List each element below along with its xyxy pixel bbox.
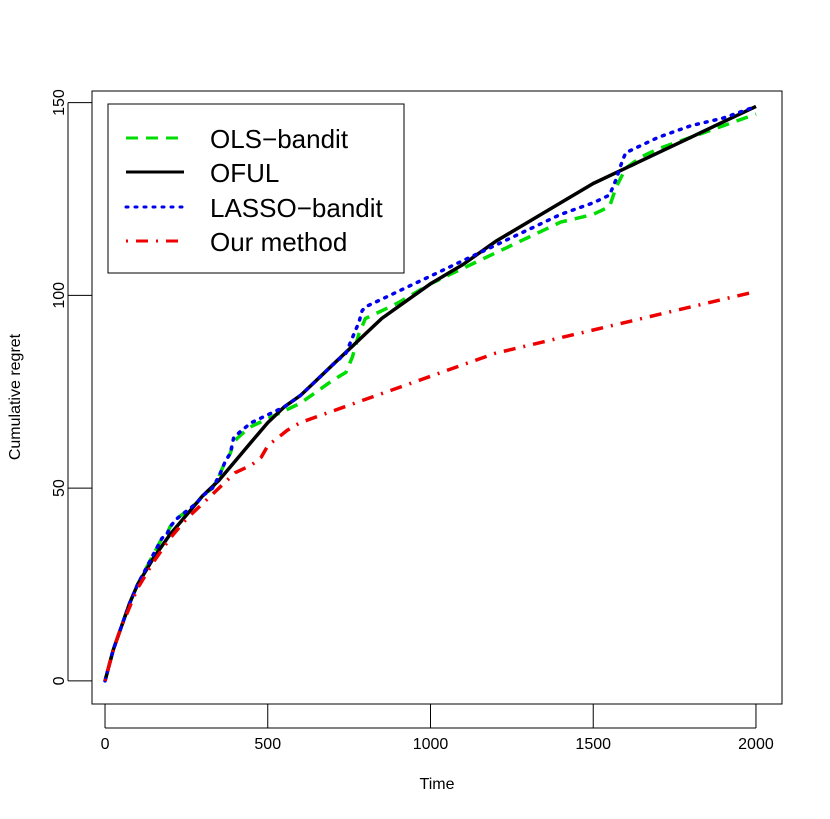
x-tick-label: 0 [101,736,110,753]
series-line-our-method [103,289,757,682]
legend-label-ols-bandit: OLS−bandit [210,124,349,154]
y-tick-label: 100 [51,282,68,309]
legend-label-lasso-bandit: LASSO−bandit [210,193,384,223]
legend: OLS−bandit OFUL LASSO−bandit Our method [107,103,405,274]
legend-label-our-method: Our method [210,227,347,257]
x-axis-label: Time [420,776,455,793]
y-tick-label: 0 [51,676,68,685]
x-tick-label: 1000 [413,736,449,753]
y-tick-label: 50 [51,479,68,497]
series-line-lasso-bandit [103,104,758,683]
legend-box [107,103,405,274]
y-tick-label: 150 [51,89,68,116]
x-tick-label: 1500 [575,736,611,753]
x-tick-label: 2000 [738,736,774,753]
x-tick-label: 500 [254,736,281,753]
series-line-ols-bandit [103,112,757,682]
plot-frame [91,90,783,705]
y-axis-label: Cumulative regret [7,333,24,460]
legend-label-oful: OFUL [210,158,279,188]
